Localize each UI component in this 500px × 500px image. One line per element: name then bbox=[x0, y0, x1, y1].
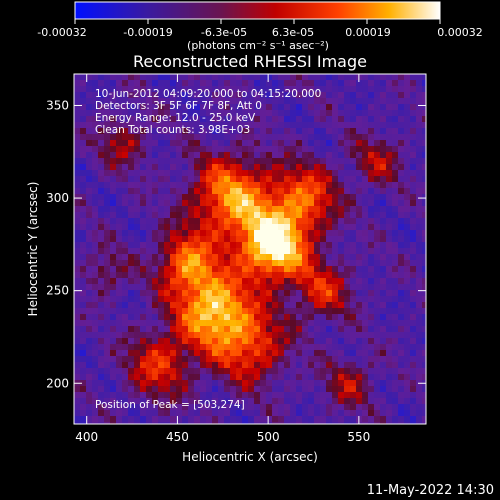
axes: 400 450 500 550 200 250 300 350 bbox=[46, 74, 426, 444]
colorbar-ticks bbox=[74, 19, 441, 24]
plot-frame bbox=[73, 73, 427, 425]
colorbar-tick-label: -0.00032 bbox=[37, 26, 86, 39]
x-tick-label: 500 bbox=[257, 430, 280, 444]
y-tick-label: 250 bbox=[46, 284, 69, 298]
colorbar-gradient bbox=[74, 1, 441, 20]
y-tick-label: 300 bbox=[46, 191, 69, 205]
footer-date: 11-May-2022 14:30 bbox=[367, 483, 494, 498]
info-line-energy: Energy Range: 12.0 - 25.0 keV bbox=[95, 112, 256, 124]
y-axis-label: Heliocentric Y (arcsec) bbox=[26, 182, 40, 317]
heatmap-image bbox=[74, 74, 426, 424]
y-tick-label: 350 bbox=[46, 98, 69, 112]
info-line-detectors: Detectors: 3F 5F 6F 7F 8F, Att 0 bbox=[95, 100, 262, 112]
colorbar-tick-label: -6.3e-05 bbox=[201, 26, 247, 39]
colorbar-tick-label: -0.00019 bbox=[123, 26, 172, 39]
x-tick-label: 400 bbox=[75, 430, 98, 444]
y-tick-label: 200 bbox=[46, 376, 69, 390]
colorbar-tick-label: 0.00032 bbox=[437, 26, 483, 39]
x-tick-label: 550 bbox=[347, 430, 370, 444]
colorbar-tick-label: 0.00019 bbox=[345, 26, 391, 39]
colorbar: -0.00032 -0.00019 -6.3e-05 6.3e-05 0.000… bbox=[37, 1, 483, 52]
plot-title: Reconstructed RHESSI Image bbox=[133, 52, 367, 71]
x-axis-label: Heliocentric X (arcsec) bbox=[182, 450, 318, 464]
colorbar-tick-label: 6.3e-05 bbox=[272, 26, 314, 39]
x-tick-label: 450 bbox=[166, 430, 189, 444]
info-line-counts: Clean Total counts: 3.98E+03 bbox=[95, 124, 250, 136]
peak-position-label: Position of Peak = [503,274] bbox=[95, 399, 245, 411]
info-line-time: 10-Jun-2012 04:09:20.000 to 04:15:20.000 bbox=[95, 88, 321, 100]
colorbar-units-label: (photons cm⁻² s⁻¹ asec⁻²) bbox=[187, 39, 329, 52]
info-overlay: 10-Jun-2012 04:09:20.000 to 04:15:20.000… bbox=[95, 88, 321, 411]
